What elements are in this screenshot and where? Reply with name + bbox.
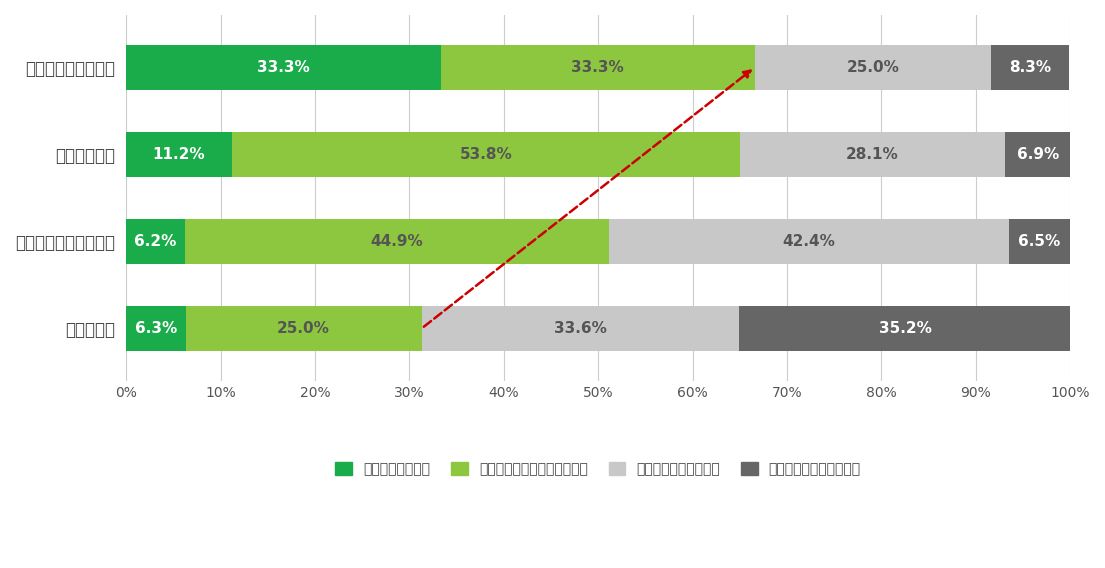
Text: 44.9%: 44.9% [370,234,423,249]
Bar [126,45,441,90]
Bar [609,219,1009,264]
Bar [126,219,185,264]
Text: 33.6%: 33.6% [554,321,607,336]
Bar [755,45,991,90]
Text: 33.3%: 33.3% [571,60,624,75]
Bar [441,45,755,90]
Text: 6.2%: 6.2% [134,234,177,249]
Bar [991,45,1070,90]
Text: 53.8%: 53.8% [460,147,513,162]
Bar [232,132,740,177]
Text: 6.5%: 6.5% [1019,234,1061,249]
Text: 28.1%: 28.1% [846,147,898,162]
Text: 11.2%: 11.2% [152,147,206,162]
Text: 25.0%: 25.0% [846,60,899,75]
Bar [739,306,1071,351]
Bar [740,132,1006,177]
Text: 6.9%: 6.9% [1017,147,1059,162]
Bar [1006,132,1071,177]
Bar [422,306,739,351]
Bar [126,306,186,351]
Text: 8.3%: 8.3% [1009,60,1051,75]
Bar [1009,219,1071,264]
Bar [126,132,232,177]
Legend: とてもおもしろい, どちらかというとおもしろい, あまりおもしろくない, まったくおもしろくない: とてもおもしろい, どちらかというとおもしろい, あまりおもしろくない, まった… [336,462,861,476]
Text: 25.0%: 25.0% [277,321,330,336]
Text: 6.3%: 6.3% [135,321,177,336]
Text: 42.4%: 42.4% [782,234,835,249]
Text: 33.3%: 33.3% [257,60,309,75]
Bar [185,219,609,264]
Bar [186,306,422,351]
Text: 35.2%: 35.2% [878,321,932,336]
